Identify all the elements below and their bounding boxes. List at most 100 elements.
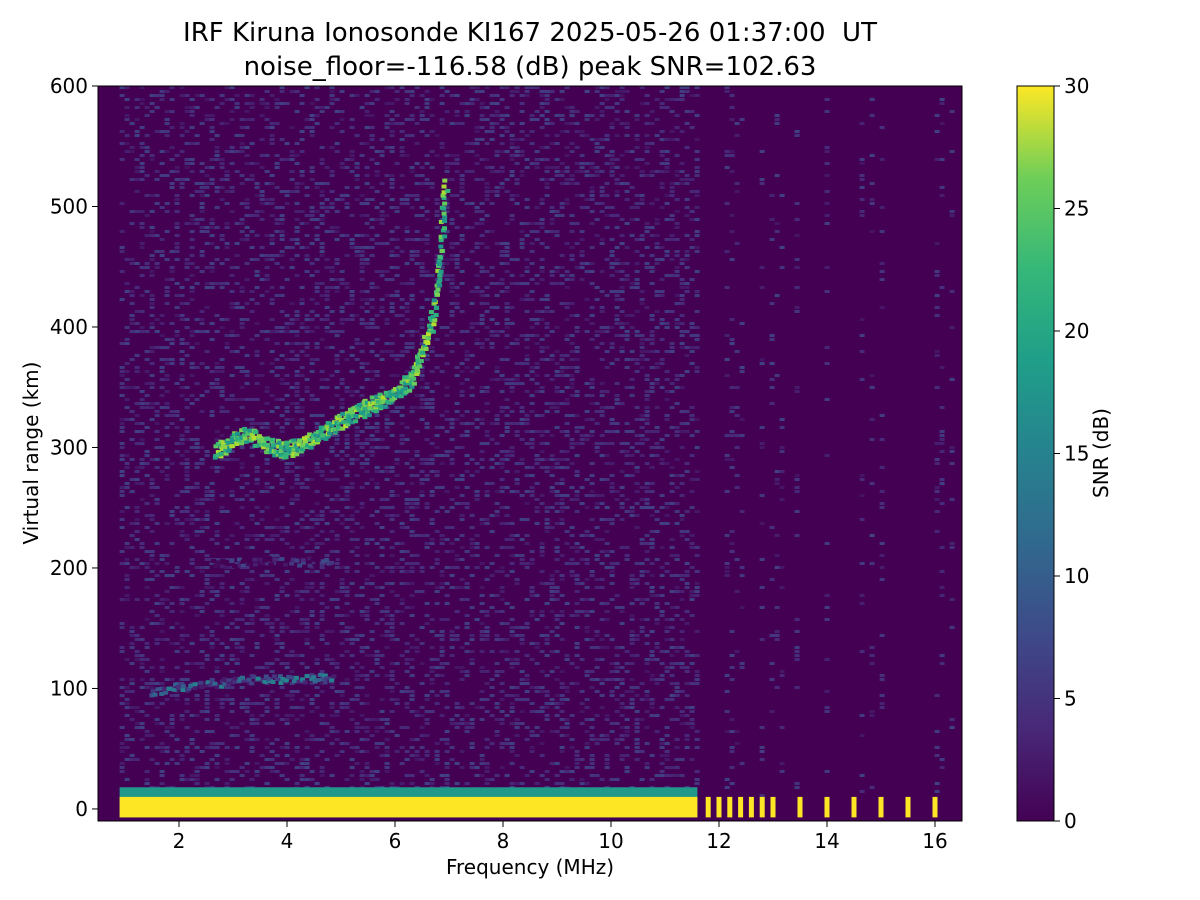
noise-cell — [284, 754, 290, 757]
noise-cell — [234, 542, 240, 545]
noise-cell — [264, 782, 270, 785]
noise-cell — [519, 682, 525, 685]
noise-cell — [544, 510, 550, 513]
noise-cell — [324, 106, 330, 109]
noise-cell — [374, 726, 380, 729]
noise-cell — [289, 630, 295, 633]
noise-cell — [409, 482, 415, 485]
noise-cell — [559, 614, 565, 617]
noise-cell — [519, 110, 525, 113]
noise-cell — [459, 494, 465, 497]
noise-cell — [574, 614, 580, 617]
noise-cell — [129, 146, 135, 149]
noise-cell — [604, 406, 610, 409]
noise-cell — [289, 706, 295, 709]
noise-cell — [164, 522, 170, 525]
noise-cell — [439, 354, 445, 357]
noise-cell — [354, 678, 360, 681]
noise-cell — [324, 522, 330, 525]
noise-cell — [439, 638, 445, 641]
noise-cell — [449, 274, 455, 277]
noise-cell — [369, 318, 375, 321]
noise-cell — [529, 490, 535, 493]
noise-cell — [404, 118, 410, 121]
noise-cell — [124, 686, 130, 689]
noise-cell — [434, 338, 440, 341]
noise-cell — [579, 546, 585, 549]
noise-cell — [304, 354, 310, 357]
noise-cell — [354, 746, 360, 749]
noise-cell — [349, 150, 355, 153]
noise-cell — [599, 86, 605, 89]
noise-cell — [394, 162, 400, 165]
noise-cell — [374, 354, 380, 357]
noise-cell — [559, 522, 565, 525]
noise-cell — [269, 766, 275, 769]
noise-cell — [319, 690, 325, 693]
noise-cell — [139, 666, 145, 669]
noise-cell — [374, 654, 380, 657]
noise-cell — [389, 674, 395, 677]
noise-cell — [499, 506, 505, 509]
noise-cell — [234, 150, 240, 153]
noise-cell — [144, 474, 150, 477]
noise-cell — [589, 474, 595, 477]
noise-cell — [339, 654, 345, 657]
noise-cell — [409, 238, 415, 241]
noise-cell — [319, 518, 325, 521]
noise-cell — [399, 414, 405, 417]
noise-cell — [164, 130, 170, 133]
noise-cell — [179, 522, 185, 525]
noise-cell — [509, 782, 515, 785]
noise-cell — [254, 666, 260, 669]
noise-cell — [429, 398, 435, 401]
noise-cell — [329, 346, 335, 349]
noise-cell — [314, 282, 320, 285]
noise-cell — [209, 286, 215, 289]
noise-cell — [494, 510, 500, 513]
noise-cell — [214, 366, 220, 369]
noise-cell — [509, 306, 515, 309]
noise-cell — [269, 330, 275, 333]
noise-cell — [504, 622, 510, 625]
noise-cell — [599, 330, 605, 333]
noise-cell — [129, 522, 135, 525]
noise-cell — [359, 318, 365, 321]
noise-cell — [469, 290, 475, 293]
noise-cell — [429, 150, 435, 153]
noise-cell — [289, 462, 295, 465]
noise-cell — [199, 570, 205, 573]
noise-cell — [144, 682, 150, 685]
noise-cell — [394, 206, 400, 209]
noise-cell — [509, 154, 515, 157]
noise-cell — [359, 778, 365, 781]
noise-cell — [354, 554, 360, 557]
noise-cell — [254, 538, 260, 541]
noise-cell — [184, 478, 190, 481]
noise-cell — [139, 294, 145, 297]
noise-cell — [429, 370, 435, 373]
noise-cell — [304, 570, 310, 573]
noise-cell — [539, 198, 545, 201]
noise-cell — [299, 170, 305, 173]
noise-cell — [454, 634, 460, 637]
noise-cell — [594, 646, 600, 649]
noise-cell — [454, 162, 460, 165]
noise-cell — [499, 142, 505, 145]
noise-cell — [299, 590, 305, 593]
noise-cell — [204, 718, 210, 721]
noise-cell — [239, 406, 245, 409]
noise-cell — [569, 386, 575, 389]
noise-cell — [559, 698, 565, 701]
noise-cell — [349, 314, 355, 317]
noise-cell — [214, 622, 220, 625]
noise-cell — [539, 258, 545, 261]
noise-cell — [379, 446, 385, 449]
noise-cell — [454, 226, 460, 229]
noise-cell — [279, 458, 285, 461]
noise-cell — [209, 218, 215, 221]
noise-cell — [564, 274, 570, 277]
noise-cell — [349, 458, 355, 461]
noise-cell — [199, 162, 205, 165]
noise-cell — [514, 282, 520, 285]
